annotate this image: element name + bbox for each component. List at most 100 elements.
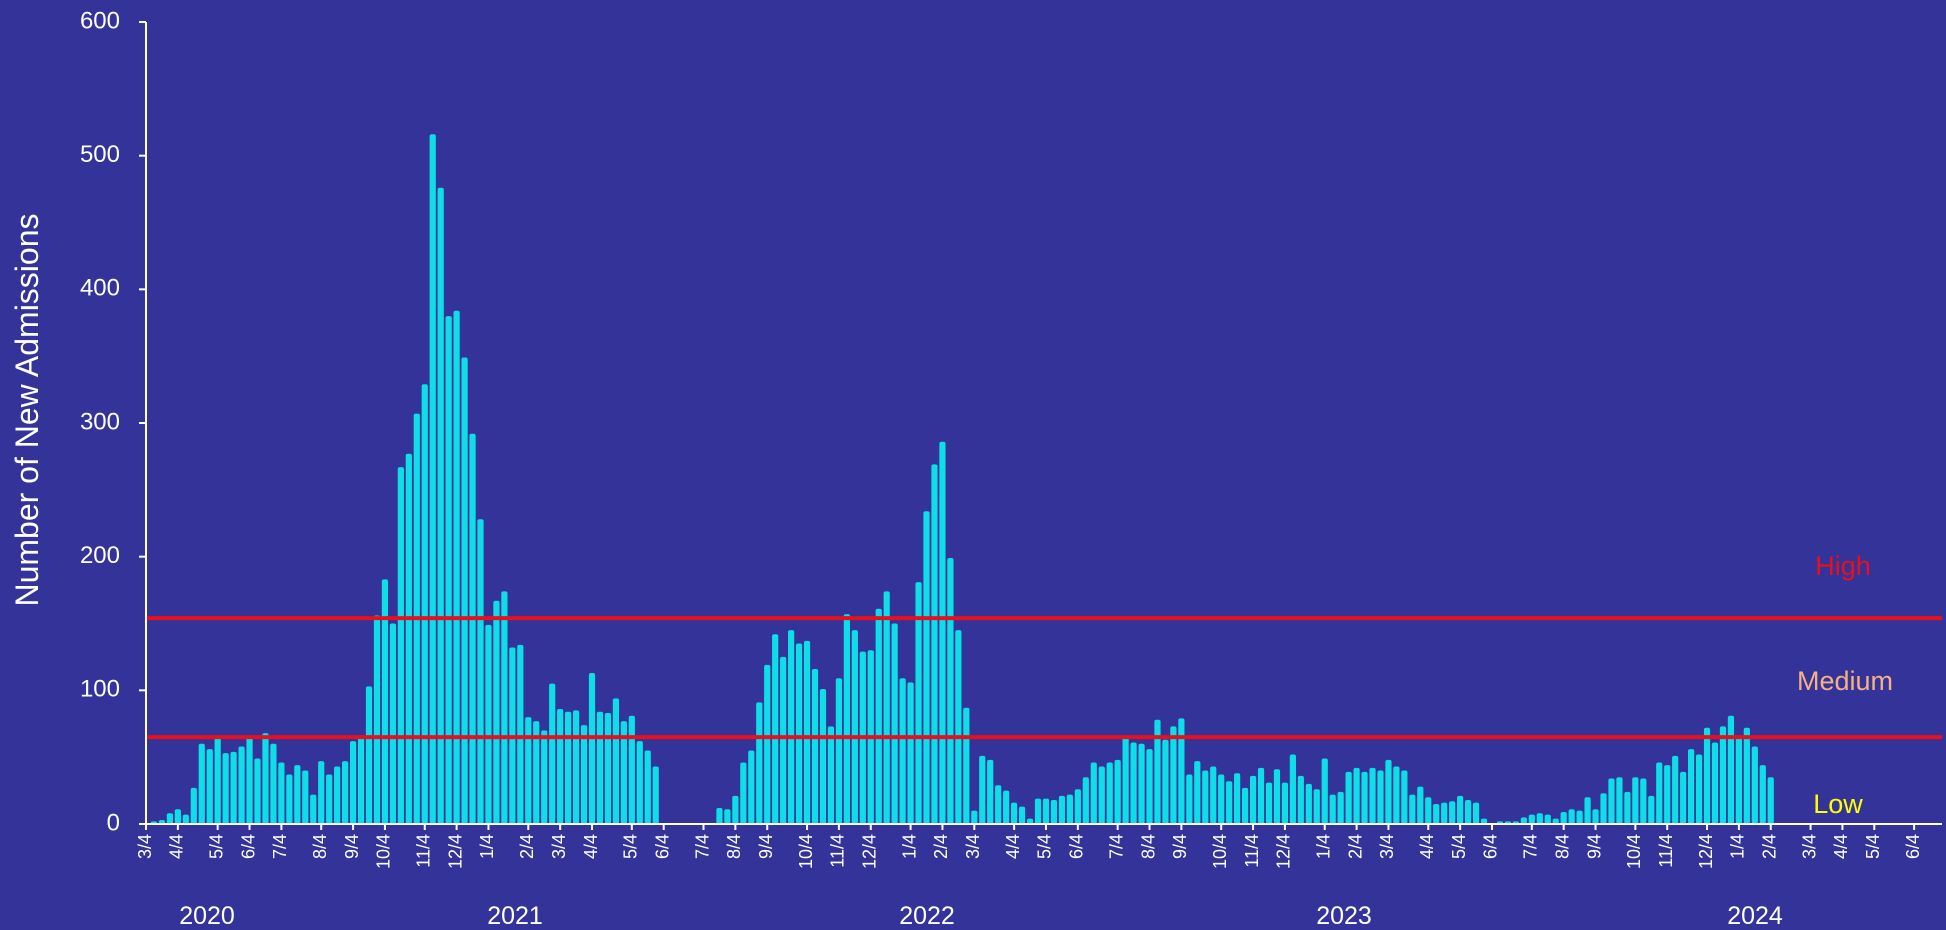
bar — [1457, 795, 1464, 824]
bar — [222, 753, 229, 824]
bar — [373, 615, 381, 824]
bar — [214, 737, 221, 824]
bar — [1695, 754, 1703, 824]
x-tick-label: 5/4 — [1863, 834, 1883, 859]
bar — [1194, 761, 1201, 824]
bar — [1305, 783, 1312, 824]
x-tick-label: 5/4 — [1035, 834, 1055, 859]
bar — [493, 600, 500, 824]
bar — [174, 809, 181, 824]
bar — [190, 787, 197, 824]
x-tick-label: 10/4 — [1624, 834, 1644, 869]
x-tick-label: 11/4 — [1242, 834, 1262, 868]
bar — [979, 755, 986, 824]
bar — [557, 709, 564, 824]
bar — [1449, 801, 1456, 824]
x-tick-label: 2/4 — [931, 834, 951, 859]
bar — [1074, 789, 1081, 824]
bar — [278, 762, 285, 824]
bar — [1361, 771, 1368, 824]
bar — [1042, 798, 1050, 824]
year-label: 2023 — [1316, 902, 1372, 930]
x-tick-label: 4/4 — [167, 834, 187, 859]
bar — [1600, 793, 1607, 824]
x-tick-label: 11/4 — [414, 834, 434, 868]
bar — [851, 630, 858, 824]
x-tick-label: 6/4 — [1903, 834, 1923, 859]
bar — [1680, 771, 1687, 824]
bar — [1624, 791, 1631, 824]
bar — [1273, 769, 1281, 824]
bar — [891, 623, 898, 824]
bar — [1353, 767, 1360, 824]
x-tick-label: 11/4 — [1656, 834, 1676, 868]
bar — [1210, 766, 1217, 824]
bar — [1345, 771, 1352, 824]
bar — [811, 668, 819, 824]
bar — [310, 794, 317, 824]
bar — [1202, 770, 1209, 824]
bar — [1703, 727, 1711, 824]
bar — [1576, 810, 1583, 824]
x-tick-label: 8/4 — [310, 834, 330, 859]
bar — [1138, 743, 1145, 824]
bar — [1656, 762, 1663, 824]
bar — [1377, 770, 1384, 824]
x-tick-label: 12/4 — [445, 834, 465, 869]
level-label: Low — [1813, 789, 1863, 819]
bar — [1385, 759, 1392, 824]
bar — [756, 702, 763, 824]
bar — [517, 644, 524, 824]
bar — [286, 774, 293, 824]
bar — [1472, 802, 1480, 824]
x-tick-label: 6/4 — [1481, 834, 1501, 859]
x-tick-label: 4/4 — [1831, 834, 1851, 859]
year-label: 2024 — [1727, 902, 1783, 930]
bar — [1297, 775, 1304, 824]
bar — [1536, 813, 1543, 824]
y-axis-title: Number of New Admissions — [9, 213, 45, 606]
bar — [1218, 774, 1225, 824]
bar — [612, 698, 620, 824]
bar — [716, 807, 723, 824]
bar — [1186, 774, 1193, 824]
bar — [421, 384, 428, 824]
bar — [270, 743, 277, 824]
x-tick-label: 5/4 — [1449, 834, 1469, 859]
bar — [899, 678, 906, 824]
bar — [1552, 818, 1559, 824]
bar — [1170, 726, 1177, 824]
bar — [883, 591, 890, 824]
bar — [397, 467, 404, 824]
x-tick-label: 1/4 — [899, 834, 919, 859]
bar — [915, 582, 922, 824]
x-tick-label: 9/4 — [1584, 834, 1604, 859]
x-tick-label: 10/4 — [796, 834, 816, 869]
bar — [620, 721, 627, 824]
level-label: High — [1815, 551, 1871, 581]
bar — [803, 640, 811, 824]
bar — [931, 464, 938, 824]
bar — [795, 643, 803, 824]
bar — [405, 453, 412, 824]
x-tick-label: 4/4 — [581, 834, 601, 859]
bar — [238, 746, 245, 824]
bar — [437, 187, 444, 824]
bar — [1688, 749, 1695, 824]
bar — [533, 721, 540, 824]
bar — [907, 682, 914, 824]
bar — [262, 733, 269, 824]
x-tick-label: 6/4 — [652, 834, 672, 859]
bar — [1082, 777, 1089, 824]
bar — [1018, 806, 1026, 824]
bar — [947, 558, 954, 824]
bar — [923, 511, 930, 824]
level-label: Medium — [1797, 666, 1893, 696]
bar — [429, 134, 436, 824]
x-tick-label: 1/4 — [1313, 834, 1333, 859]
bar — [1122, 737, 1129, 824]
bar — [580, 725, 588, 824]
bar — [1568, 809, 1575, 824]
x-tick-label: 6/4 — [238, 834, 258, 859]
bar — [525, 717, 532, 824]
